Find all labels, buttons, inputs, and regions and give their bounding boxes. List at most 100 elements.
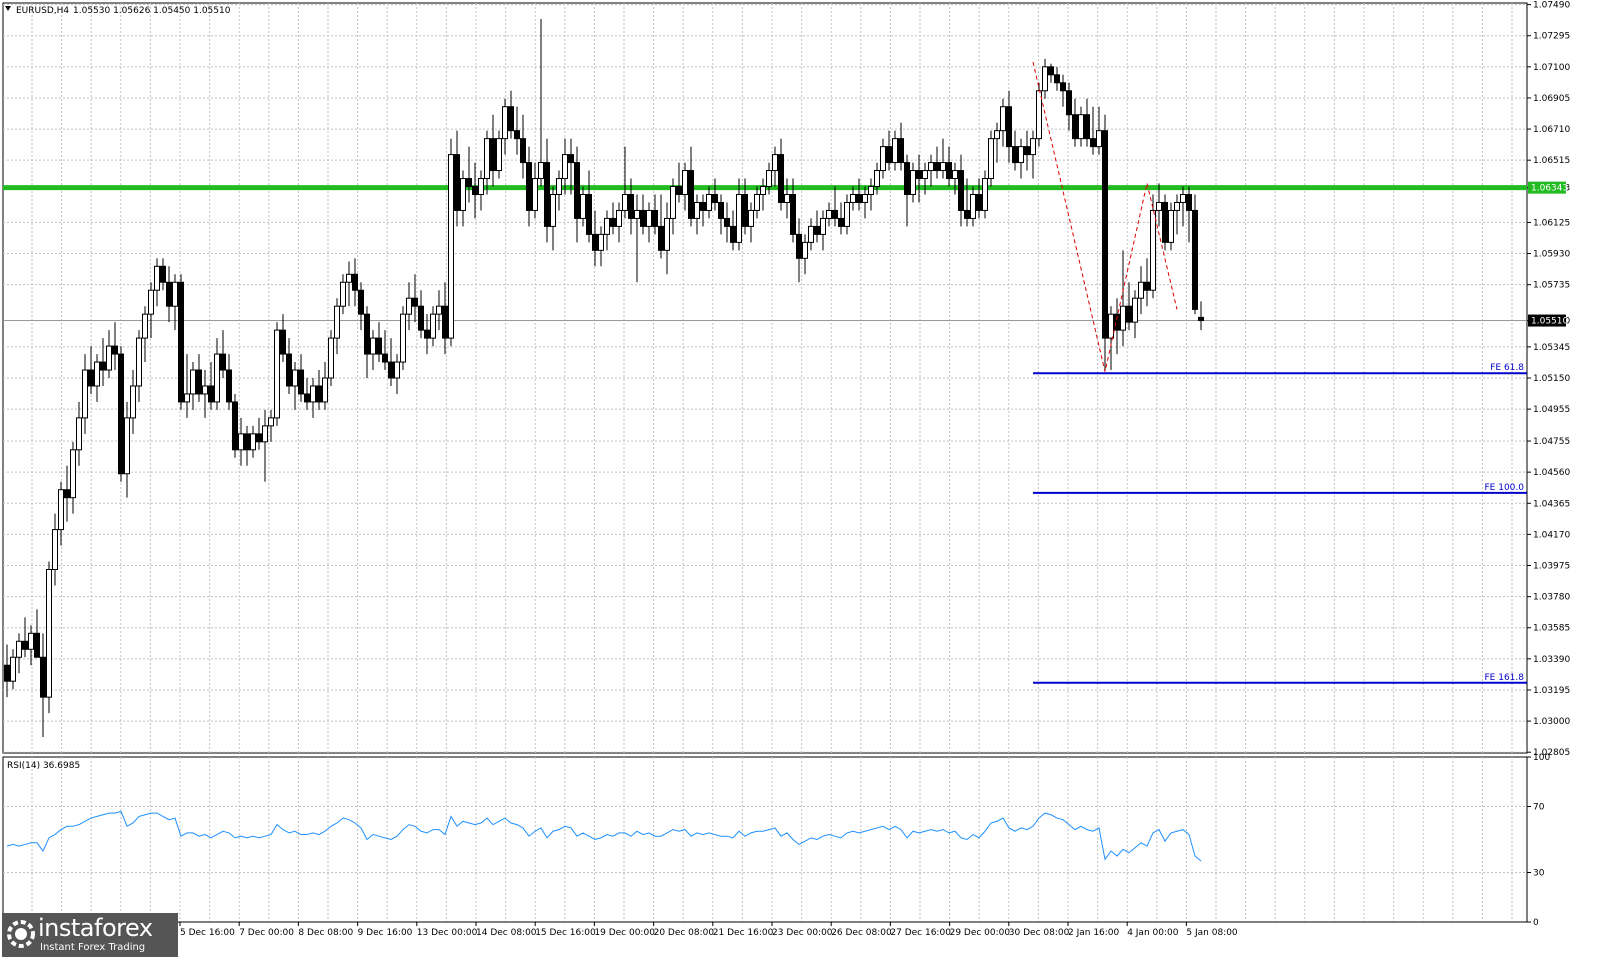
x-tick-label: 21 Dec 16:00 (713, 928, 774, 938)
candle-body (892, 138, 898, 164)
candle-body (1150, 209, 1156, 291)
candle-body (268, 417, 274, 427)
candle-body (376, 337, 382, 355)
candle-body (796, 233, 802, 259)
candle-body (658, 225, 664, 251)
candle-body (1162, 201, 1168, 243)
price-tick-label: 1.05150 (1533, 374, 1570, 384)
gear-globe-icon (7, 920, 35, 948)
candle-body (1054, 74, 1060, 84)
candle-body (262, 425, 268, 443)
candle-body (538, 162, 544, 180)
candle-body (682, 170, 688, 195)
candle-body (1198, 316, 1204, 322)
candle-body (520, 138, 526, 164)
candle-body (946, 162, 952, 180)
candle-body (40, 656, 46, 698)
candle-body (196, 369, 202, 395)
price-tick-label: 1.04170 (1533, 530, 1570, 540)
candle-body (706, 193, 712, 211)
candle-body (820, 217, 826, 235)
rsi-tick-label: 70 (1533, 803, 1545, 813)
price-tick-label: 1.04955 (1533, 405, 1570, 415)
candle-body (4, 664, 10, 682)
candle-body (430, 313, 436, 339)
candle-body (304, 393, 310, 403)
candle-body (1090, 138, 1096, 148)
candle-body (526, 162, 532, 211)
price-tick-label: 1.04755 (1533, 437, 1570, 447)
candle-body (814, 225, 820, 235)
candle-body (958, 170, 964, 211)
candle-body (466, 178, 472, 188)
current-price-tag (1528, 314, 1566, 327)
candle-body (298, 369, 304, 395)
candle-body (670, 186, 676, 219)
candle-body (130, 385, 136, 419)
candle-body (724, 217, 730, 227)
candle-body (742, 193, 748, 227)
candle-body (1078, 114, 1084, 140)
candle-body (484, 138, 490, 180)
candle-body (1174, 201, 1180, 211)
logo-tagline: Instant Forex Trading (40, 942, 146, 953)
price-tick-label: 1.06125 (1533, 218, 1570, 228)
x-tick-label: 23 Dec 00:00 (772, 928, 833, 938)
x-tick-label: 27 Dec 16:00 (890, 928, 951, 938)
candle-body (280, 329, 286, 355)
candle-body (76, 417, 82, 451)
candle-body (640, 209, 646, 227)
resistance-price-tag (1528, 181, 1566, 194)
candle-body (784, 193, 790, 203)
candle-body (676, 186, 682, 195)
candle-body (568, 154, 574, 164)
candle-body (1096, 130, 1102, 148)
x-tick-label: 29 Dec 00:00 (950, 928, 1011, 938)
price-tick-label: 1.06515 (1533, 156, 1570, 166)
candle-body (556, 178, 562, 195)
candle-body (406, 297, 412, 315)
candle-body (208, 385, 214, 403)
candle-body (136, 337, 142, 387)
candle-body (448, 154, 454, 339)
candle-body (976, 193, 982, 211)
candle-body (94, 361, 100, 387)
candle-body (580, 193, 586, 219)
x-tick-label: 26 Dec 08:00 (831, 928, 892, 938)
price-tick-label: 1.04365 (1533, 499, 1570, 509)
price-tick-label: 1.07100 (1533, 63, 1570, 73)
candle-body (550, 193, 556, 227)
candle-body (754, 193, 760, 211)
candle-body (1180, 193, 1186, 203)
candle-body (694, 201, 700, 219)
price-tick-label: 1.02805 (1533, 748, 1570, 758)
candle-body (838, 217, 844, 227)
candle-body (664, 217, 670, 251)
candle-body (808, 225, 814, 243)
candle-body (352, 273, 358, 291)
candle-body (370, 337, 376, 355)
x-tick-label: 5 Dec 16:00 (180, 928, 235, 938)
candle-body (478, 178, 484, 195)
candle-body (292, 369, 298, 387)
candle-body (190, 369, 196, 395)
candle-body (502, 106, 508, 140)
instaforex-logo: instaforex Instant Forex Trading (2, 913, 178, 957)
candle-body (154, 265, 160, 291)
candle-body (28, 632, 34, 650)
candle-body (172, 281, 178, 307)
candle-body (58, 489, 64, 531)
candle-body (904, 162, 910, 195)
candle-body (328, 337, 334, 379)
x-tick-label: 5 Jan 08:00 (1186, 928, 1238, 938)
current-price-text: 1.05510 (1531, 317, 1568, 327)
candle-body (250, 433, 256, 451)
candles (4, 18, 1204, 738)
candle-body (166, 281, 172, 307)
price-tick-label: 1.04560 (1533, 468, 1570, 478)
candle-body (1168, 209, 1174, 243)
candle-body (1036, 90, 1042, 140)
candle-body (64, 489, 70, 499)
logo-name: instaforex (38, 914, 153, 942)
